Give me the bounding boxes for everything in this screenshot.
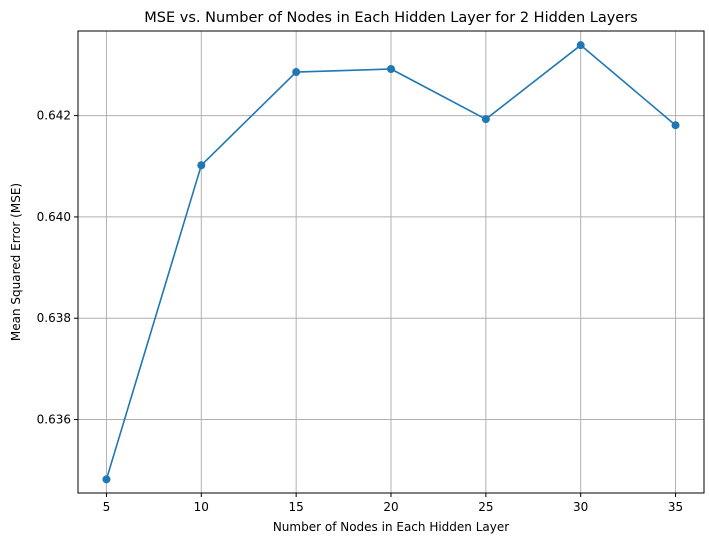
y-tick-label: 0.636 — [37, 413, 71, 427]
data-point — [576, 41, 585, 50]
x-tick-label: 30 — [573, 500, 588, 514]
y-tick-label: 0.642 — [37, 109, 71, 123]
x-tick-label: 25 — [478, 500, 493, 514]
y-axis-label: Mean Squared Error (MSE) — [9, 183, 23, 341]
data-point — [197, 161, 206, 170]
data-point — [102, 475, 111, 484]
series-layer — [102, 41, 680, 484]
x-tick-label: 15 — [289, 500, 304, 514]
y-tick-label: 0.638 — [37, 311, 71, 325]
data-point — [481, 115, 490, 124]
data-point — [671, 121, 680, 130]
x-tick-label: 20 — [383, 500, 398, 514]
chart-title: MSE vs. Number of Nodes in Each Hidden L… — [144, 10, 637, 26]
y-tick-label: 0.640 — [37, 210, 71, 224]
data-point — [292, 68, 301, 77]
x-tick-label: 35 — [668, 500, 683, 514]
grid — [78, 31, 704, 493]
x-axis-label: Number of Nodes in Each Hidden Layer — [273, 520, 509, 534]
x-tick-label: 10 — [194, 500, 209, 514]
x-tick-label: 5 — [103, 500, 111, 514]
y-axis: 0.636 0.638 0.640 0.642 — [37, 109, 78, 427]
x-axis: 5 10 15 20 25 30 35 — [103, 493, 683, 514]
data-point — [387, 64, 395, 73]
